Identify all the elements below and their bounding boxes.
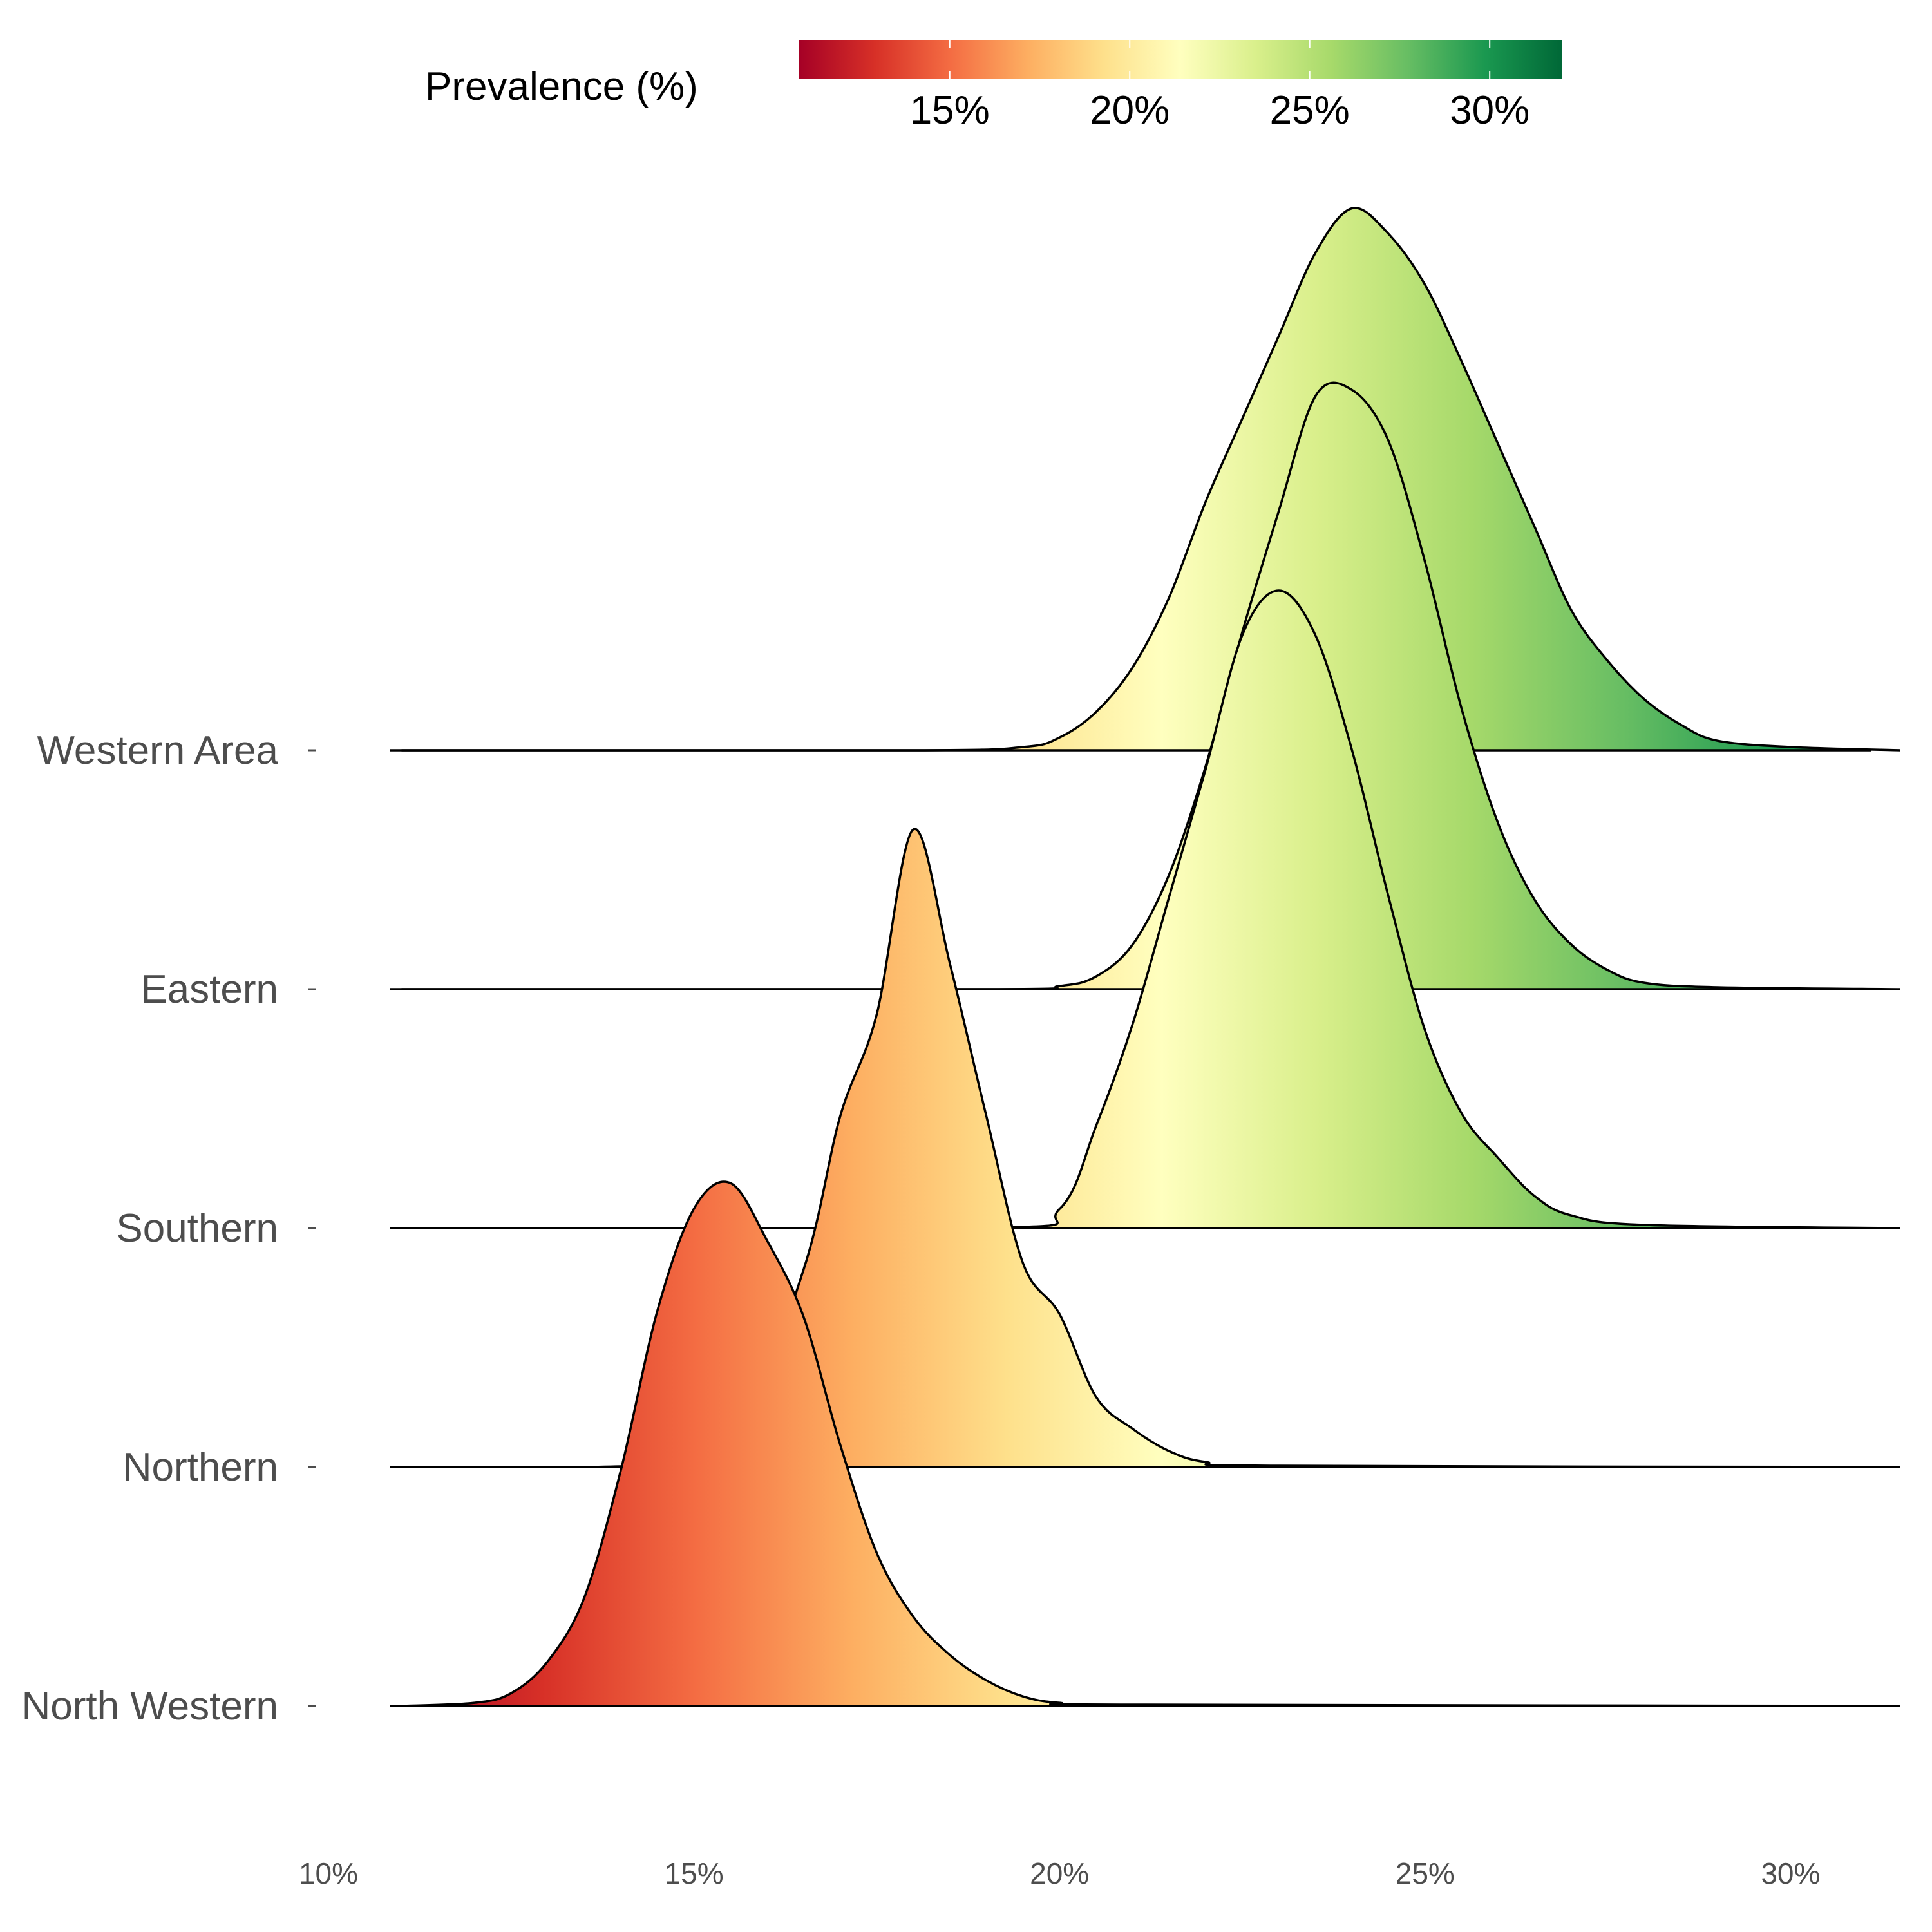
x-tick-label: 30% <box>1761 1857 1820 1890</box>
ridge-north-western <box>390 1180 1900 1707</box>
y-tick-label: Northern <box>123 1445 278 1490</box>
ridge-fill <box>401 207 1900 751</box>
y-tick-label: Southern <box>116 1206 278 1251</box>
ridge-western-area <box>390 207 1900 752</box>
y-tick-label: North Western <box>21 1684 278 1728</box>
y-axis: Western Area Eastern Southern Northern North… <box>21 728 316 1728</box>
ridge-southern <box>390 589 1900 1229</box>
ridges <box>390 207 1900 1707</box>
x-tick-label: 10% <box>299 1857 358 1890</box>
ridge-outline <box>401 589 1900 1229</box>
legend-tick-label: 30% <box>1450 88 1530 133</box>
legend-colorbar <box>799 40 1562 79</box>
legend-tick-label: 15% <box>910 88 990 133</box>
ridge-outline <box>401 207 1900 752</box>
legend-tick-label: 20% <box>1090 88 1170 133</box>
legend-title: Prevalence (%) <box>425 64 698 109</box>
x-tick-label: 15% <box>665 1857 724 1890</box>
y-tick-label: Eastern <box>140 967 278 1012</box>
ridge-fill <box>401 1181 1900 1706</box>
color-legend: Prevalence (%) 15% 20% 25% 30% <box>425 40 1562 133</box>
x-tick-label: 20% <box>1030 1857 1089 1890</box>
x-tick-label: 25% <box>1396 1857 1455 1890</box>
ridge-fill <box>401 591 1900 1228</box>
ridge-outline <box>401 381 1900 990</box>
ridge-outline <box>401 1180 1900 1707</box>
y-tick-label: Western Area <box>37 728 279 773</box>
ridge-eastern <box>390 381 1900 990</box>
legend-tick-label: 25% <box>1270 88 1350 133</box>
x-axis: 10% 15% 20% 25% 30% <box>299 1857 1820 1890</box>
